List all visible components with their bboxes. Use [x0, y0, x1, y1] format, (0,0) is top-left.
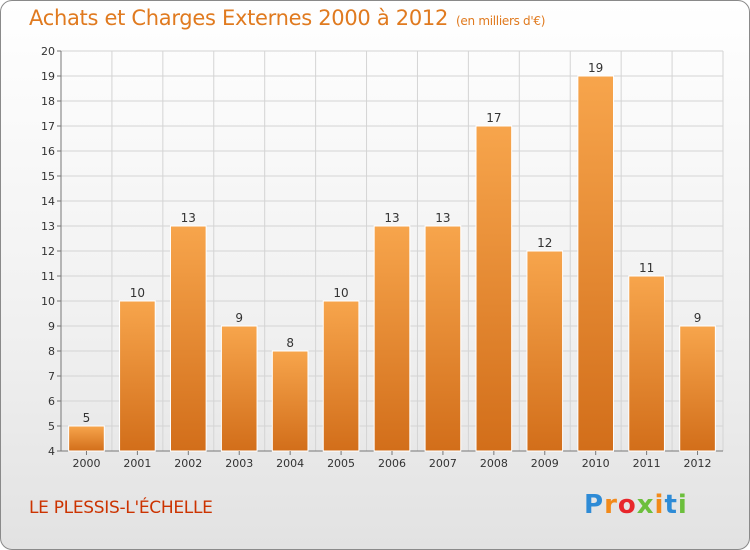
x-tick-label: 2001 — [123, 457, 151, 470]
data-label: 9 — [235, 311, 243, 325]
data-label: 13 — [435, 211, 450, 225]
proxiti-logo: Proxiti — [584, 490, 688, 520]
y-tick-label: 17 — [41, 120, 55, 133]
x-tick-label: 2008 — [480, 457, 508, 470]
title-text: Achats et Charges Externes 2000 à 2012 — [29, 6, 449, 30]
x-tick-label: 2006 — [378, 457, 406, 470]
bar — [322, 300, 360, 452]
x-tick-label: 2004 — [276, 457, 304, 470]
logo-letter: x — [636, 490, 655, 520]
bar — [68, 425, 105, 452]
logo-letter: t — [664, 490, 678, 520]
y-tick-label: 13 — [41, 220, 55, 233]
y-tick-label: 11 — [41, 270, 55, 283]
logo-letter: o — [617, 490, 637, 520]
unit-label: (en milliers d'€) — [456, 14, 546, 28]
data-label: 11 — [639, 261, 654, 275]
x-tick-label: 2000 — [72, 457, 100, 470]
data-label: 13 — [181, 211, 196, 225]
bar — [577, 75, 615, 452]
y-tick-label: 6 — [48, 395, 55, 408]
logo-letter: i — [677, 490, 688, 520]
bar — [220, 325, 258, 452]
y-tick-label: 9 — [48, 320, 55, 333]
y-tick-label: 15 — [41, 170, 55, 183]
x-tick-label: 2009 — [531, 457, 559, 470]
y-tick-label: 18 — [41, 95, 55, 108]
y-tick-label: 5 — [48, 420, 55, 433]
x-tick-label: 2005 — [327, 457, 355, 470]
data-label: 13 — [384, 211, 399, 225]
bar — [475, 125, 513, 452]
bar — [373, 225, 411, 452]
x-tick-label: 2007 — [429, 457, 457, 470]
bar — [526, 250, 564, 452]
y-tick-label: 4 — [48, 445, 55, 458]
y-tick-label: 20 — [41, 45, 55, 58]
bar — [679, 325, 716, 452]
commune-name: LE PLESSIS-L'ÉCHELLE — [29, 498, 213, 518]
bar — [628, 275, 665, 452]
x-tick-label: 2003 — [225, 457, 253, 470]
x-tick-label: 2010 — [582, 457, 610, 470]
data-label: 19 — [588, 61, 603, 75]
data-label: 12 — [537, 236, 552, 250]
y-tick-label: 12 — [41, 245, 55, 258]
data-label: 9 — [694, 311, 702, 325]
logo-letter: i — [654, 490, 665, 520]
x-tick-label: 2012 — [684, 457, 712, 470]
logo-letter: P — [584, 490, 605, 520]
bar — [424, 225, 462, 452]
bar — [119, 300, 156, 452]
data-label: 10 — [333, 286, 348, 300]
y-tick-label: 14 — [41, 195, 55, 208]
bar — [169, 225, 207, 452]
chart-title: Achats et Charges Externes 2000 à 2012 (e… — [29, 6, 545, 30]
y-tick-label: 16 — [41, 145, 55, 158]
logo-letter: r — [604, 490, 618, 520]
x-tick-label: 2011 — [633, 457, 661, 470]
data-label: 5 — [83, 411, 91, 425]
data-label: 17 — [486, 111, 501, 125]
x-tick-label: 2002 — [174, 457, 202, 470]
y-tick-label: 19 — [41, 70, 55, 83]
y-tick-label: 10 — [41, 295, 55, 308]
bar — [271, 350, 309, 452]
data-label: 10 — [130, 286, 145, 300]
data-label: 8 — [286, 336, 294, 350]
y-tick-label: 7 — [48, 370, 55, 383]
y-tick-label: 8 — [48, 345, 55, 358]
